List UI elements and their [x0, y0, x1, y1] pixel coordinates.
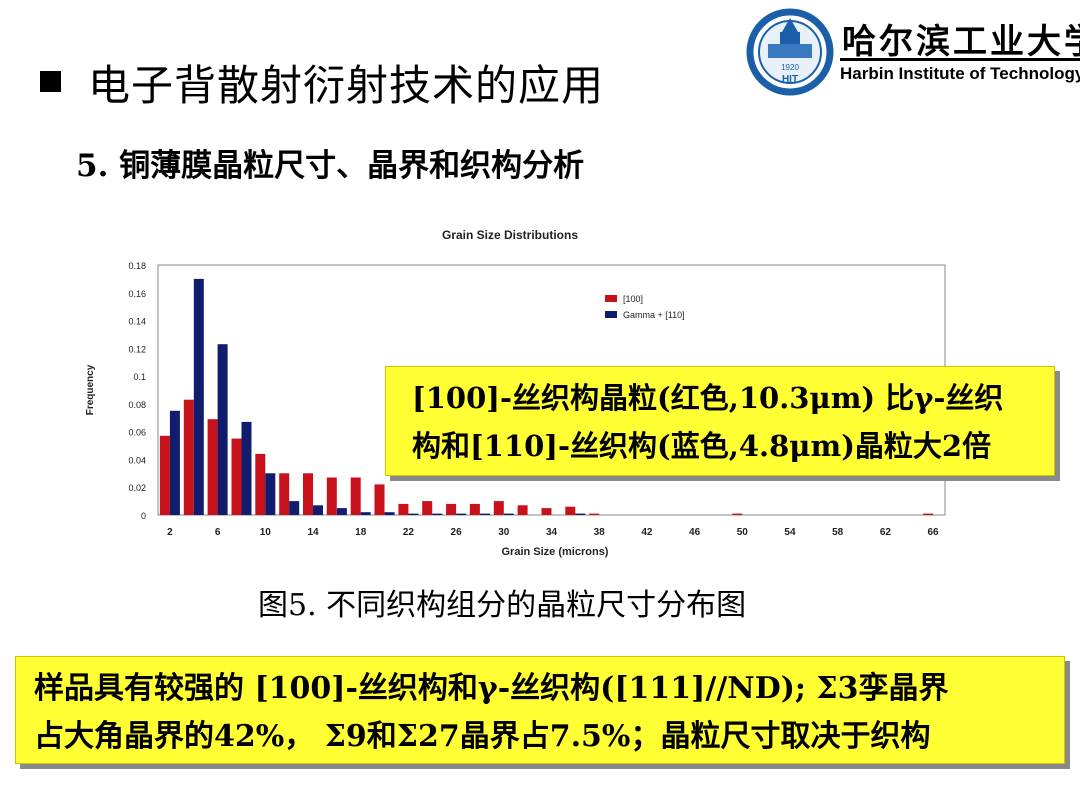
logo-divider: [840, 58, 1080, 61]
x-tick-label: 14: [307, 527, 319, 538]
hit-emblem-icon: 1920 HIT: [746, 8, 834, 96]
legend-label-blue: Gamma + [110]: [623, 310, 685, 320]
bar-red-30: [493, 501, 504, 515]
chart-title: Grain Size Distributions: [442, 228, 578, 242]
emblem-year: 1920: [781, 63, 799, 72]
callout1-line2: 构和[110]-丝织构(蓝色,4.8μm)晶粒大2倍: [412, 429, 992, 463]
bar-blue-12: [289, 501, 300, 515]
callout2-line2: 占大角晶界的42%， Σ9和Σ27晶界占7.5%；晶粒尺寸取决于织构: [34, 719, 931, 754]
x-tick-label: 26: [451, 527, 463, 538]
bar-blue-26: [456, 513, 467, 515]
bar-red-38: [589, 513, 600, 515]
bar-blue-24: [432, 513, 443, 515]
bar-red-50: [732, 513, 743, 515]
bar-red-24: [422, 501, 433, 515]
bar-red-20: [374, 484, 385, 515]
bar-red-22: [398, 503, 409, 515]
bar-blue-14: [313, 505, 323, 515]
y-tick-label: 0.18: [128, 261, 146, 271]
bars: [159, 278, 934, 515]
bar-red-66: [923, 513, 934, 515]
y-tick-label: 0.06: [128, 428, 146, 438]
bar-blue-8: [241, 421, 252, 515]
university-logo: 1920 HIT 哈尔滨工业大学 Harbin Institute of Tec…: [742, 8, 1080, 98]
bar-blue-10: [265, 473, 276, 515]
bar-red-2: [159, 435, 170, 515]
bar-blue-18: [360, 512, 371, 515]
x-tick-label: 2: [167, 527, 173, 538]
emblem-abbr: HIT: [782, 74, 798, 85]
bar-red-32: [517, 505, 528, 515]
y-tick-label: 0.12: [128, 344, 146, 354]
x-tick-label: 54: [784, 527, 796, 538]
slide-title: 电子背散射衍射技术的应用: [88, 61, 605, 110]
y-tick-label: 0: [141, 511, 146, 521]
x-tick-label: 10: [260, 527, 272, 538]
bar-red-8: [231, 438, 242, 515]
bar-red-12: [279, 473, 290, 515]
y-tick-label: 0.02: [128, 483, 146, 493]
bar-red-28: [469, 503, 480, 515]
callout2-line1: 样品具有较强的 [100]-丝织构和γ-丝织构([111]//ND); Σ3孪晶…: [34, 671, 949, 706]
slide-subtitle: 5. 铜薄膜晶粒尺寸、晶界和织构分析: [76, 148, 585, 184]
bar-red-4: [183, 399, 194, 515]
x-tick-label: 30: [498, 527, 510, 538]
y-tick-label: 0.1: [133, 372, 146, 382]
x-axis-label: Grain Size (microns): [502, 546, 609, 558]
bar-red-26: [446, 503, 457, 515]
bar-red-36: [565, 506, 576, 515]
x-tick-label: 22: [403, 527, 415, 538]
x-tick-label: 34: [546, 527, 558, 538]
bar-blue-20: [384, 512, 395, 515]
y-tick-label: 0.04: [128, 455, 146, 465]
legend-swatch-red: [605, 295, 617, 302]
bar-blue-22: [408, 513, 419, 515]
logo-chinese-name: 哈尔滨工业大学: [842, 22, 1080, 62]
y-axis-label: Frequency: [85, 364, 96, 415]
bar-blue-28: [480, 513, 490, 515]
x-tick-label: 58: [832, 527, 844, 538]
bullet-square-icon: [40, 71, 61, 92]
x-tick-label: 50: [737, 527, 749, 538]
legend: [100] Gamma + [110]: [605, 294, 685, 320]
y-tick-label: 0.08: [128, 400, 146, 410]
y-tick-labels: 0.18 0.16 0.14 0.12 0.1 0.08 0.06 0.04 0.02 0: [128, 261, 146, 521]
bar-red-14: [303, 473, 313, 515]
bar-blue-2: [169, 410, 180, 515]
bar-blue-16: [336, 508, 347, 515]
x-tick-label: 66: [928, 527, 940, 538]
bar-blue-36: [575, 513, 586, 515]
bar-red-16: [326, 477, 337, 515]
bar-blue-6: [217, 344, 228, 515]
x-tick-label: 6: [215, 527, 221, 538]
x-tick-labels: 2 6 10 14 18 22 26 30 34 38 42 46 50 54 58 62 66: [167, 527, 939, 538]
figure-caption: 图5. 不同织构组分的晶粒尺寸分布图: [258, 588, 747, 623]
legend-swatch-blue: [605, 311, 617, 318]
callout-texture-comparison: [100]-丝织构晶粒(红色,10.3μm) 比γ-丝织 构和[110]-丝织构…: [385, 366, 1055, 476]
callout-summary: 样品具有较强的 [100]-丝织构和γ-丝织构([111]//ND); Σ3孪晶…: [15, 656, 1065, 764]
x-tick-label: 18: [355, 527, 367, 538]
bar-blue-30: [503, 513, 514, 515]
y-tick-label: 0.16: [128, 289, 146, 299]
x-tick-label: 38: [594, 527, 606, 538]
legend-label-red: [100]: [623, 294, 643, 304]
bar-red-34: [541, 508, 552, 515]
x-tick-label: 42: [641, 527, 653, 538]
bar-blue-4: [193, 278, 204, 515]
x-tick-label: 62: [880, 527, 892, 538]
bar-red-10: [255, 453, 266, 515]
bar-red-6: [207, 419, 218, 515]
y-tick-label: 0.14: [128, 317, 146, 327]
logo-english-name: Harbin Institute of Technology: [840, 64, 1080, 83]
bar-red-18: [350, 477, 361, 515]
callout1-line1: [100]-丝织构晶粒(红色,10.3μm) 比γ-丝织: [412, 381, 1004, 415]
x-tick-label: 46: [689, 527, 701, 538]
